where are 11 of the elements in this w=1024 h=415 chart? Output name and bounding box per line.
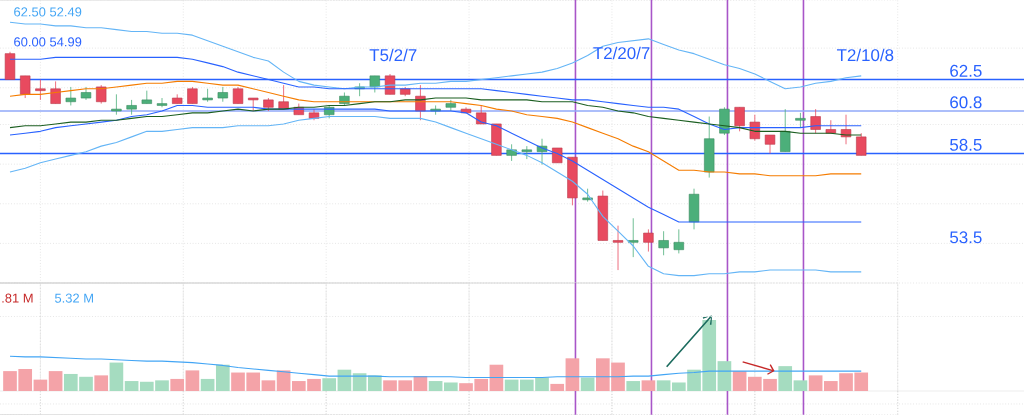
y-tick-label: 53.5 bbox=[950, 231, 982, 244]
y-tick-label: 58.5 bbox=[950, 138, 982, 151]
annotation: T5/2/7 bbox=[369, 48, 417, 62]
annotation: 62.50 52.49 bbox=[14, 7, 82, 17]
annotation: T2/20/7 bbox=[593, 46, 650, 60]
y-tick-label: 62.5 bbox=[950, 64, 982, 77]
text: .81 M bbox=[2, 293, 33, 303]
y-tick-label: 60.8 bbox=[950, 96, 982, 109]
text: 5.32 M bbox=[54, 293, 93, 303]
annotation: 60.00 54.99 bbox=[14, 37, 82, 47]
annotation: T2/10/8 bbox=[836, 48, 894, 62]
